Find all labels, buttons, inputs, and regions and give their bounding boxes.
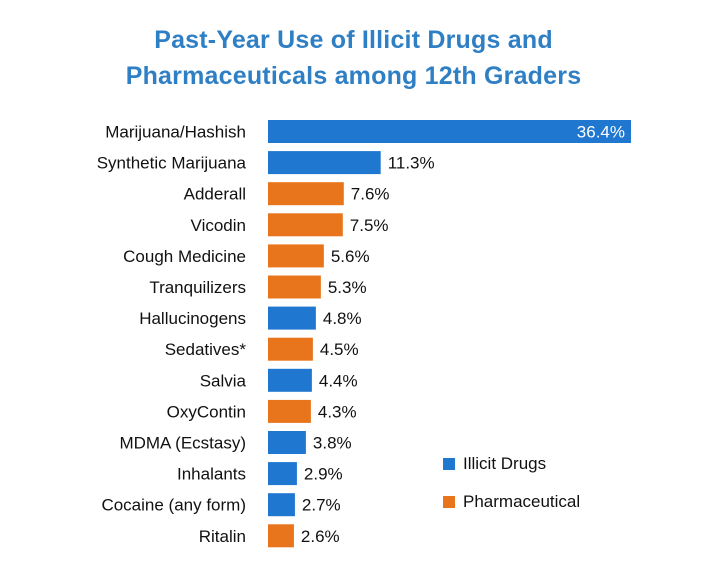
value-label: 7.6% — [351, 185, 390, 204]
chart-title-line-1: Past-Year Use of Illicit Drugs and — [154, 26, 553, 54]
value-label: 2.6% — [301, 527, 340, 546]
bar — [268, 306, 316, 330]
category-label: Tranquilizers — [149, 278, 246, 297]
chart-title-line-2: Pharmaceuticals among 12th Graders — [125, 62, 582, 90]
bar — [268, 213, 343, 237]
bar — [268, 182, 344, 206]
category-label: Hallucinogens — [139, 309, 246, 328]
chart-title: Past-Year Use of Illicit Drugs and Pharm… — [0, 22, 707, 94]
bar — [268, 120, 631, 143]
value-label: 5.6% — [331, 247, 370, 266]
bar — [268, 275, 321, 299]
bar — [268, 431, 306, 454]
value-label: 4.4% — [319, 371, 358, 390]
bar — [268, 462, 297, 486]
category-label: Vicodin — [191, 216, 246, 235]
value-label: 11.3% — [388, 154, 435, 173]
category-label: Synthetic Marijuana — [97, 154, 247, 173]
category-label: Cocaine (any form) — [101, 496, 246, 515]
value-label: 4.3% — [318, 402, 357, 421]
category-label: Marijuana/Hashish — [105, 123, 246, 142]
legend-swatch — [443, 496, 455, 508]
value-label: 3.8% — [313, 434, 352, 453]
bar — [268, 244, 324, 268]
value-label: 2.9% — [304, 465, 343, 484]
bar — [268, 524, 294, 548]
legend-swatch — [443, 458, 455, 470]
bar — [268, 151, 381, 175]
value-label: 4.8% — [323, 309, 362, 328]
value-label: 36.4% — [577, 123, 625, 142]
category-label: Adderall — [184, 185, 246, 204]
category-label: Inhalants — [177, 465, 246, 484]
value-label: 2.7% — [302, 496, 341, 515]
bar — [268, 399, 311, 423]
bar — [268, 337, 313, 361]
value-label: 7.5% — [350, 216, 389, 235]
legend-label: Illicit Drugs — [463, 454, 546, 473]
legend-label: Pharmaceutical — [463, 492, 580, 511]
category-label: Salvia — [200, 371, 247, 390]
category-label: Ritalin — [199, 527, 246, 546]
category-label: Cough Medicine — [123, 247, 246, 266]
value-label: 5.3% — [328, 278, 367, 297]
value-label: 4.5% — [320, 340, 359, 359]
category-label: Sedatives* — [165, 340, 247, 359]
category-label: MDMA (Ecstasy) — [119, 434, 246, 453]
bar — [268, 368, 312, 392]
bar — [268, 493, 295, 517]
category-label: OxyContin — [167, 402, 246, 421]
